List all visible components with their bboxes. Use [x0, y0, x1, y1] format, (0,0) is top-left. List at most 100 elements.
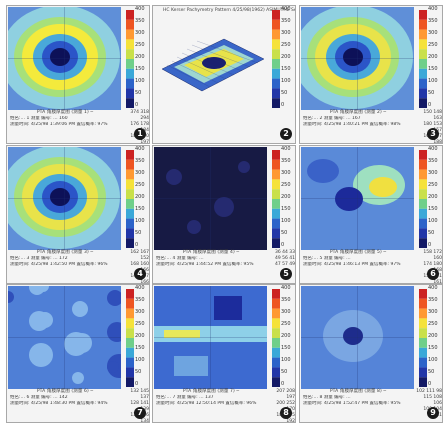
color-scale [419, 289, 427, 387]
panel-caption: PTA 角膜厚度图 (测量 6) ─ 姓名:… 6 测量 编号: … 142 测量时… [10, 389, 120, 407]
scale-tick-label: 50 [428, 90, 435, 96]
caption-line: 姓名:… 2 测量 编号: … 167 [303, 116, 361, 121]
pachymetry-panel[interactable]: 400 350 300 250 200 150 100 50 0 PTA 角膜厚度图 (测量 5)… [299, 145, 443, 284]
color-scale [419, 150, 427, 248]
pachymetry-panel[interactable]: 400 350 300 250 200 150 100 50 0 PTA 角膜厚度图 (测量 1)… [6, 5, 150, 144]
scale-tick-label: 250 [135, 321, 145, 327]
stats-row: 150 148 163 [423, 110, 442, 121]
pachymetry-panel[interactable]: 400 350 300 250 200 150 100 50 0 PTA 角膜厚度图 (测量 7)… [152, 284, 296, 423]
panel-caption: PTA 角膜厚度图 (测量 2) ─ 姓名:… 2 测量 编号: … 167 测量时… [303, 110, 413, 128]
surface-3d-plot [154, 7, 267, 110]
scale-tick-label: 200 [135, 333, 145, 339]
scale-tick-label: 50 [281, 369, 288, 375]
scale-tick-label: 100 [428, 78, 438, 84]
caption-line: 测量时间: 4/25/98 1:40:21 PM 置信概率: 98% [303, 122, 401, 127]
panel-number-badge: 8 [280, 407, 292, 419]
scale-tick-label: 150 [135, 206, 145, 212]
caption-line: 测量时间: 4/25/98 1:39:06 PM 置信概率: 97% [10, 122, 108, 127]
scale-tick-label: 100 [281, 78, 291, 84]
stats-row: 36 44 33 [274, 250, 295, 255]
scale-tick-label: 0 [135, 242, 139, 248]
scale-tick-label: 350 [135, 297, 145, 303]
scale-tick-label: 300 [281, 309, 291, 315]
caption-line: 姓名:… 6 测量 编号: … 142 [10, 395, 68, 400]
pachymetry-panel[interactable]: 400 350 300 250 200 150 100 50 0 PTA 角膜厚度图 (测量 3)… [6, 145, 150, 284]
caption-title: PTA 角膜厚度图 (测量 5) ─ [329, 250, 387, 255]
panel-number-badge: 5 [280, 268, 292, 280]
panel-caption: PTA 角膜厚度图 (测量 5) ─ 姓名:… 5 测量 编号: … 测量时间: 4… [303, 250, 413, 268]
scale-tick-label: 100 [428, 357, 438, 363]
scale-tick-label: 50 [281, 90, 288, 96]
scale-tick-label: 100 [135, 78, 145, 84]
color-scale [126, 150, 134, 248]
scale-tick-label: 350 [428, 158, 438, 164]
thickness-map [8, 147, 121, 250]
scale-tick-label: 400 [281, 146, 291, 152]
scale-tick-label: 250 [135, 182, 145, 188]
stats-block: 36 44 33 49 56 41 47 57 49 [267, 250, 295, 268]
pachymetry-panel[interactable]: 400 350 300 250 200 150 100 50 0 PTA 角膜厚度图 (测量 8)… [299, 284, 443, 423]
scale-tick-label: 350 [135, 158, 145, 164]
scale-tick-label: 200 [281, 194, 291, 200]
caption-title: PTA 角膜厚度图 (测量 6) ─ [36, 389, 94, 394]
scale-tick-label: 150 [281, 345, 291, 351]
stats-row: 132 145 137 [130, 389, 149, 400]
scale-tick-label: 300 [428, 30, 438, 36]
caption-line: 姓名:… 3 测量 编号: … 172 [10, 256, 68, 261]
scale-tick-label: 50 [135, 230, 142, 236]
scale-tick-label: 350 [135, 18, 145, 24]
scale-tick-label: 50 [135, 369, 142, 375]
pachymetry-panel[interactable]: 400 350 300 250 200 150 100 50 0 PTA 角膜厚度图 (测量 2)… [299, 5, 443, 144]
scale-tick-label: 50 [281, 230, 288, 236]
scale-tick-label: 300 [281, 30, 291, 36]
scale-tick-label: 250 [135, 42, 145, 48]
scale-tick-label: 400 [281, 285, 291, 291]
color-scale [126, 289, 134, 387]
scale-tick-label: 250 [281, 182, 291, 188]
thickness-map [301, 7, 414, 110]
color-scale [419, 10, 427, 108]
pachymetry-panel[interactable]: HC Kerser Pachymetry Pattern 4/25/98(196… [152, 5, 296, 144]
scale-tick-label: 400 [135, 6, 145, 12]
scale-tick-label: 50 [428, 369, 435, 375]
panel-caption: PTA 角膜厚度图 (测量 1) ─ 姓名:… 1 测量 编号: … 160 测量时… [10, 110, 120, 128]
scale-tick-label: 250 [281, 321, 291, 327]
scale-tick-label: 150 [281, 66, 291, 72]
scale-tick-label: 300 [428, 309, 438, 315]
panel-number-badge: 2 [280, 128, 292, 140]
scale-tick-label: 200 [135, 54, 145, 60]
stats-row: 115 108 106 [423, 395, 442, 406]
thickness-map [8, 7, 121, 110]
caption-title: PTA 角膜厚度图 (测量 3) ─ [36, 250, 94, 255]
scale-tick-label: 350 [281, 158, 291, 164]
color-scale [126, 10, 134, 108]
scale-tick-label: 350 [428, 18, 438, 24]
scale-tick-label: 0 [281, 242, 285, 248]
scale-ticks: 400 350 300 250 200 150 100 50 0 [428, 7, 442, 109]
scale-tick-label: 300 [428, 170, 438, 176]
scale-ticks: 400 350 300 250 200 150 100 50 0 [428, 286, 442, 388]
caption-title: PTA 角膜厚度图 (测量 2) ─ [329, 110, 387, 115]
scale-tick-label: 100 [281, 218, 291, 224]
caption-line: 测量时间: 4/25/98 1:42:50 PM 置信概率: 96% [10, 262, 108, 267]
caption-line: 姓名:… 5 测量 编号: … [303, 256, 351, 261]
scale-tick-label: 250 [428, 182, 438, 188]
scale-tick-label: 400 [428, 285, 438, 291]
pachymetry-panel[interactable]: 400 350 300 250 200 150 100 50 0 PTA 角膜厚度图 (测量 6)… [6, 284, 150, 423]
scale-tick-label: 350 [281, 297, 291, 303]
scale-tick-label: 400 [135, 285, 145, 291]
scale-ticks: 400 350 300 250 200 150 100 50 0 [135, 7, 149, 109]
stats-row: 162 167 152 [130, 250, 149, 261]
caption-line: 测量时间: 4/25/98 1:44:52 PM 置信概率: 95% [156, 262, 254, 267]
scale-tick-label: 400 [135, 146, 145, 152]
thickness-map [301, 286, 414, 389]
scale-tick-label: 250 [281, 42, 291, 48]
scale-ticks: 400 350 300 250 200 150 100 50 0 [281, 7, 295, 109]
color-scale [272, 289, 280, 387]
pachymetry-panel[interactable]: 400 350 300 250 200 150 100 50 0 PTA 角膜厚度图 (测量 4)… [152, 145, 296, 284]
panel-caption: PTA 角膜厚度图 (测量 7) ─ 姓名:… 7 测量 编号: … 137 测量时… [156, 389, 266, 407]
